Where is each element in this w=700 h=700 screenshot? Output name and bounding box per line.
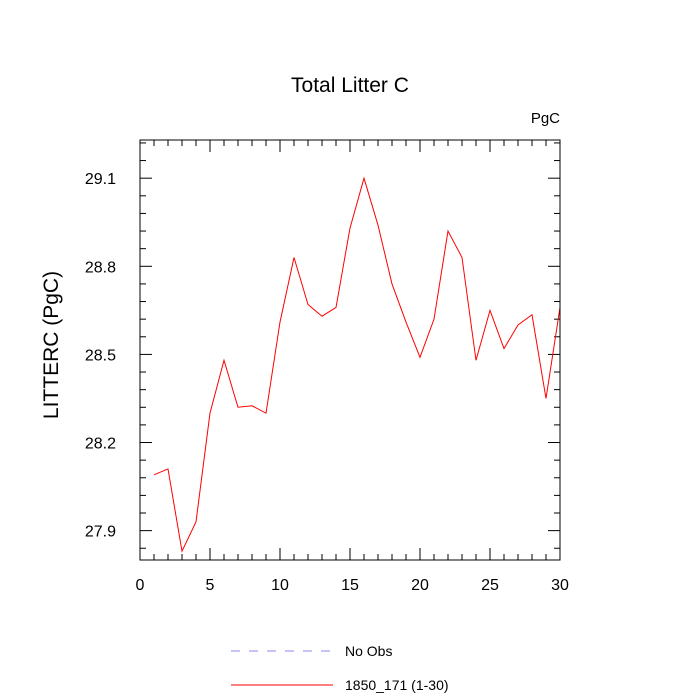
series-line bbox=[153, 176, 561, 553]
y-tick-label: 28.5 bbox=[85, 347, 116, 364]
x-tick-label: 10 bbox=[271, 577, 289, 594]
y-tick-label: 27.9 bbox=[85, 524, 116, 541]
x-tick-label: 0 bbox=[136, 577, 145, 594]
x-tick-label: 15 bbox=[341, 577, 359, 594]
chart-title: Total Litter C bbox=[291, 74, 409, 97]
series-layer bbox=[153, 176, 561, 553]
y-tick-label: 28.2 bbox=[85, 436, 116, 453]
y-tick-label: 28.8 bbox=[85, 259, 116, 276]
y-tick-label: 29.1 bbox=[85, 171, 116, 188]
units-label: PgC bbox=[531, 110, 560, 127]
x-tick-label: 25 bbox=[481, 577, 499, 594]
axis-ticks: 0 5 10 15 20 25 30 27.9 28.2 28.5 28.8 29.1 bbox=[85, 140, 569, 594]
y-axis-label: LITTERC (PgC) bbox=[40, 271, 63, 419]
x-tick-label: 20 bbox=[411, 577, 429, 594]
x-tick-label: 5 bbox=[206, 577, 215, 594]
plot-frame bbox=[139, 139, 561, 561]
legend-label: 1850_171 (1-30) bbox=[345, 677, 449, 693]
legend: No Obs 1850_171 (1-30) bbox=[231, 643, 449, 693]
x-tick-label: 30 bbox=[551, 577, 569, 594]
legend-label: No Obs bbox=[345, 643, 392, 659]
